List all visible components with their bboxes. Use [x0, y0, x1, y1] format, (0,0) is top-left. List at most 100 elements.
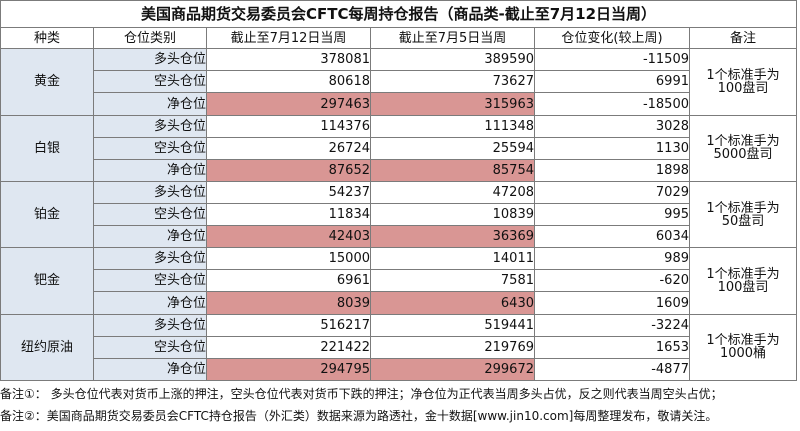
category-cell: 钯金: [0, 247, 94, 315]
position-type-cell: 净仓位: [93, 92, 207, 116]
previous-value-cell: 111348: [370, 114, 535, 138]
change-value-cell: 7029: [534, 180, 690, 205]
current-value-cell: 87652: [206, 158, 371, 182]
position-type-cell: 空头仓位: [93, 70, 207, 94]
note-cell: 1个标准手为 100盘司: [688, 48, 798, 116]
category-cell: 铂金: [0, 180, 94, 249]
current-value-cell: 378081: [206, 48, 371, 72]
current-value-cell: 54237: [206, 180, 371, 205]
previous-value-cell: 14011: [370, 247, 535, 271]
header-change: 仓位变化(较上周): [534, 27, 690, 50]
previous-value-cell: 47208: [370, 180, 535, 205]
previous-value-cell: 36369: [370, 225, 535, 249]
footnote-1: 备注①： 多头仓位代表对货币上涨的押注，空头仓位代表对货币下跌的押注；净仓位为正…: [0, 387, 723, 401]
table-row: 钯金 多头仓位 15000 14011 989 1个标准手为 100盘司: [0, 247, 798, 315]
current-value-cell: 15000: [206, 247, 371, 271]
current-value-cell: 297463: [206, 92, 371, 116]
position-type-cell: 多头仓位: [93, 313, 207, 337]
header-previous-week: 截止至7月5日当周: [370, 27, 535, 50]
table-row: 净仓位 8039 6430 1609: [1, 291, 797, 315]
table-row: 空头仓位 221422 219769 1653: [1, 335, 797, 359]
note-line-2: 50盘司: [721, 213, 765, 229]
footnote-2: 备注②：美国商品期货交易委员会CFTC持仓报告（外汇类）数据来源为路透社，金十数…: [0, 409, 718, 423]
note-line-2: 5000盘司: [713, 147, 773, 163]
header-row: 种类 仓位类别 截止至7月12日当周 截止至7月5日当周 仓位变化(较上周) 备…: [0, 27, 798, 50]
change-value-cell: -620: [534, 269, 690, 293]
change-value-cell: 1609: [534, 291, 690, 315]
previous-value-cell: 73627: [370, 70, 535, 94]
previous-value-cell: 7581: [370, 269, 535, 293]
position-type-cell: 空头仓位: [93, 269, 207, 293]
table-row: 空头仓位 6961 7581 -620: [1, 269, 797, 293]
table-row: 净仓位 42403 36369 6034: [1, 225, 797, 249]
previous-value-cell: 299672: [370, 357, 535, 382]
position-type-cell: 空头仓位: [93, 203, 207, 227]
current-value-cell: 8039: [206, 291, 371, 315]
previous-value-cell: 85754: [370, 158, 535, 182]
change-value-cell: 6991: [534, 70, 690, 94]
position-type-cell: 净仓位: [93, 158, 207, 182]
header-position-type: 仓位类别: [93, 27, 207, 50]
note-cell: 1个标准手为 100盘司: [688, 247, 798, 315]
current-value-cell: 294795: [206, 357, 371, 382]
position-type-cell: 多头仓位: [93, 247, 207, 271]
previous-value-cell: 6430: [370, 291, 535, 315]
change-value-cell: 3028: [534, 114, 690, 138]
table-row: 空头仓位 26724 25594 1130: [1, 136, 797, 160]
position-type-cell: 多头仓位: [93, 180, 207, 205]
previous-value-cell: 519441: [370, 313, 535, 337]
header-current-week: 截止至7月12日当周: [206, 27, 371, 50]
change-value-cell: 1898: [534, 158, 690, 182]
table-row: 纽约原油 多头仓位 516217 519441 -3224 1个标准手为 1000桶: [0, 313, 798, 382]
table-row: 空头仓位 80618 73627 6991: [1, 70, 797, 94]
position-type-cell: 多头仓位: [93, 48, 207, 72]
note-cell: 1个标准手为 5000盘司: [688, 114, 798, 182]
note-cell: 1个标准手为 50盘司: [688, 180, 798, 249]
change-value-cell: -4877: [534, 357, 690, 382]
note-line-1: 1个标准手为: [706, 134, 780, 150]
note-line-2: 100盘司: [717, 80, 769, 96]
current-value-cell: 80618: [206, 70, 371, 94]
table-row: 净仓位 297463 315963 -18500: [1, 92, 797, 116]
header-note: 备注: [688, 27, 798, 50]
previous-value-cell: 389590: [370, 48, 535, 72]
change-value-cell: -11509: [534, 48, 690, 72]
change-value-cell: 989: [534, 247, 690, 271]
current-value-cell: 26724: [206, 136, 371, 160]
note-line-1: 1个标准手为: [706, 266, 780, 282]
change-value-cell: 995: [534, 203, 690, 227]
previous-value-cell: 10839: [370, 203, 535, 227]
title-row: 美国商品期货交易委员会CFTC每周持仓报告（商品类-截止至7月12日当周）: [0, 0, 798, 29]
table-row: 净仓位 87652 85754 1898: [1, 158, 797, 182]
current-value-cell: 42403: [206, 225, 371, 249]
report-title: 美国商品期货交易委员会CFTC每周持仓报告（商品类-截止至7月12日当周）: [0, 0, 798, 29]
header-category: 种类: [0, 27, 94, 50]
change-value-cell: -3224: [534, 313, 690, 337]
position-type-cell: 多头仓位: [93, 114, 207, 138]
current-value-cell: 221422: [206, 335, 371, 359]
category-cell: 黄金: [0, 48, 94, 116]
change-value-cell: -18500: [534, 92, 690, 116]
current-value-cell: 6961: [206, 269, 371, 293]
current-value-cell: 11834: [206, 203, 371, 227]
category-cell: 纽约原油: [0, 313, 94, 382]
cftc-table: 美国商品期货交易委员会CFTC每周持仓报告（商品类-截止至7月12日当周） 种类…: [0, 0, 798, 382]
table-row: 铂金 多头仓位 54237 47208 7029 1个标准手为 50盘司: [0, 180, 798, 249]
note-line-1: 1个标准手为: [706, 67, 780, 83]
table-row: 白银 多头仓位 114376 111348 3028 1个标准手为 5000盘司: [0, 114, 798, 182]
note-line-2: 1000桶: [719, 346, 767, 362]
current-value-cell: 516217: [206, 313, 371, 337]
previous-value-cell: 315963: [370, 92, 535, 116]
change-value-cell: 6034: [534, 225, 690, 249]
change-value-cell: 1130: [534, 136, 690, 160]
note-cell: 1个标准手为 1000桶: [688, 313, 798, 382]
change-value-cell: 1653: [534, 335, 690, 359]
position-type-cell: 净仓位: [93, 225, 207, 249]
position-type-cell: 空头仓位: [93, 136, 207, 160]
note-line-1: 1个标准手为: [706, 200, 780, 216]
previous-value-cell: 25594: [370, 136, 535, 160]
previous-value-cell: 219769: [370, 335, 535, 359]
note-line-2: 100盘司: [717, 279, 769, 295]
table-row: 黄金 多头仓位 378081 389590 -11509 1个标准手为 100盘司: [0, 48, 798, 116]
